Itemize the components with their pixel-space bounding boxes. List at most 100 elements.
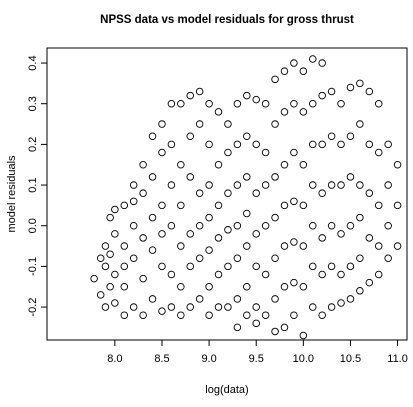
point <box>167 181 176 189</box>
point <box>346 83 355 92</box>
point <box>280 282 289 291</box>
point <box>129 197 138 206</box>
point <box>158 262 166 271</box>
point <box>393 242 402 250</box>
point <box>233 140 242 149</box>
point <box>214 108 223 116</box>
point <box>318 140 326 149</box>
point <box>261 99 270 108</box>
point <box>214 201 223 210</box>
point <box>214 160 223 169</box>
point <box>129 254 138 263</box>
point <box>299 331 308 340</box>
point <box>120 311 129 319</box>
point <box>280 323 289 332</box>
point <box>167 303 176 311</box>
point <box>243 132 251 141</box>
point <box>327 87 336 96</box>
point <box>195 87 204 96</box>
point <box>346 295 355 303</box>
point <box>148 295 157 303</box>
point <box>384 140 392 149</box>
point <box>243 209 251 218</box>
point <box>271 173 279 181</box>
point <box>290 197 298 206</box>
point <box>356 213 364 222</box>
y-tick-label: 0.0 <box>27 218 39 233</box>
point <box>356 120 364 128</box>
point <box>139 311 147 319</box>
chart-title: NPSS data vs model residuals for gross t… <box>100 14 354 26</box>
point <box>96 254 105 263</box>
point <box>271 254 279 263</box>
point <box>384 254 392 263</box>
y-tick-label: 0.4 <box>27 55 39 70</box>
point <box>299 160 308 169</box>
point <box>158 230 166 238</box>
point <box>393 201 402 210</box>
point <box>224 226 232 234</box>
point <box>106 282 114 291</box>
point <box>374 201 383 210</box>
y-tick-label: 0.3 <box>27 96 39 111</box>
y-tick-label: 0.2 <box>27 137 39 152</box>
point <box>120 262 129 271</box>
x-tick-label: 9.5 <box>249 353 264 365</box>
point <box>205 282 213 291</box>
point <box>224 189 232 197</box>
point <box>111 205 119 214</box>
point <box>374 242 383 250</box>
point <box>233 221 242 230</box>
point <box>90 274 98 283</box>
point <box>111 230 119 238</box>
point <box>186 303 194 311</box>
point <box>356 287 364 295</box>
point <box>299 108 308 116</box>
point <box>214 270 223 279</box>
point <box>290 238 298 246</box>
point <box>337 99 345 108</box>
point <box>186 230 194 238</box>
point <box>346 221 355 230</box>
point <box>120 282 129 291</box>
point <box>318 59 326 67</box>
point <box>337 140 345 149</box>
point <box>177 311 185 319</box>
point <box>365 140 374 149</box>
point <box>195 295 204 303</box>
point <box>318 270 326 279</box>
point <box>290 99 298 108</box>
point <box>309 221 317 230</box>
point <box>252 262 260 271</box>
point <box>346 173 355 181</box>
point <box>233 254 242 263</box>
point <box>318 234 326 242</box>
x-tick-label: 10.5 <box>340 353 361 365</box>
point <box>167 270 176 279</box>
point <box>186 91 194 100</box>
point <box>224 148 232 157</box>
point <box>327 132 336 141</box>
point <box>233 99 242 108</box>
point <box>337 230 345 238</box>
point <box>233 323 242 332</box>
point <box>318 189 326 197</box>
point <box>243 242 251 250</box>
point <box>195 221 204 230</box>
point <box>290 59 298 67</box>
point <box>271 120 279 128</box>
point <box>186 173 194 181</box>
point <box>280 108 289 116</box>
point <box>327 262 336 271</box>
y-tick-label: -0.2 <box>27 298 39 317</box>
point <box>280 160 289 169</box>
x-tick-label: 8.0 <box>107 353 122 365</box>
point <box>337 299 345 307</box>
x-tick-label: 9.0 <box>201 353 216 365</box>
point <box>139 234 147 242</box>
point <box>195 120 204 128</box>
point <box>243 282 251 291</box>
x-axis-label: log(data) <box>205 384 248 396</box>
point <box>356 181 364 189</box>
